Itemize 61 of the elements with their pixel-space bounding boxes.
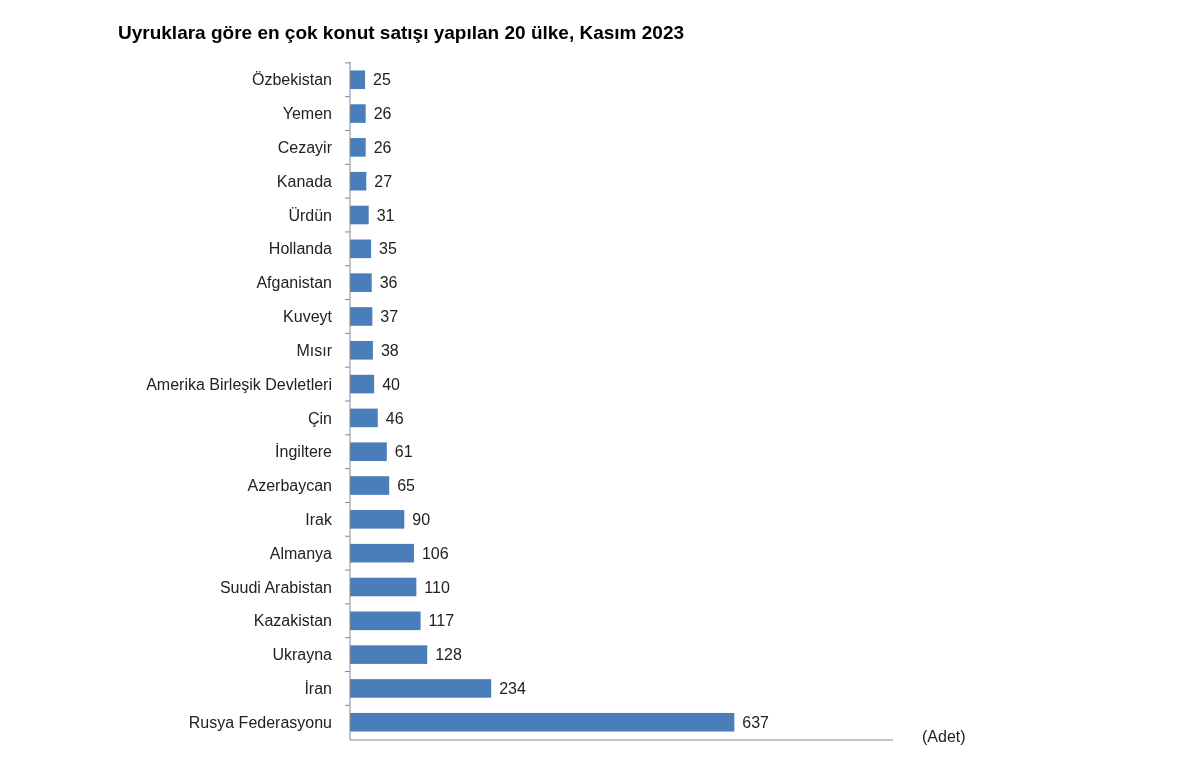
y-tick-label: Amerika Birleşik Devletleri xyxy=(146,375,332,393)
y-tick-label: İran xyxy=(304,679,332,698)
y-tick-label: Özbekistan xyxy=(251,71,332,89)
x-axis-title: (Adet) xyxy=(922,728,966,745)
data-label: 38 xyxy=(380,341,399,359)
y-tick-label: Kazakistan xyxy=(253,612,332,630)
data-label: 637 xyxy=(742,713,770,731)
data-label: 234 xyxy=(499,680,526,698)
data-label: 27 xyxy=(374,172,393,190)
bar xyxy=(350,340,373,360)
y-tick-label: Azerbaycan xyxy=(247,477,332,495)
y-tick-label: Yemen xyxy=(282,105,332,123)
data-label: 37 xyxy=(380,308,399,326)
data-label: 36 xyxy=(379,274,398,292)
y-tick-label: Kanada xyxy=(276,172,333,190)
data-label: 61 xyxy=(394,443,413,461)
bar xyxy=(350,205,369,225)
y-tick-label: Cezayir xyxy=(277,138,333,156)
bar xyxy=(350,611,421,631)
bar xyxy=(350,104,366,123)
data-label: 40 xyxy=(382,375,401,393)
y-tick-label: Suudi Arabistan xyxy=(219,578,332,596)
data-label: 26 xyxy=(373,138,392,156)
bar xyxy=(350,679,492,698)
bar xyxy=(350,70,366,90)
data-label: 46 xyxy=(385,409,404,427)
data-label: 110 xyxy=(424,578,450,596)
bar xyxy=(350,138,366,157)
bar xyxy=(350,408,378,428)
bar xyxy=(350,307,373,326)
data-label: 117 xyxy=(428,612,455,630)
bar xyxy=(350,476,390,495)
y-tick-label: Çin xyxy=(307,409,332,427)
data-label: 25 xyxy=(373,71,391,89)
y-tick-label: Kuveyt xyxy=(283,308,333,326)
bar xyxy=(350,645,428,664)
data-label: 90 xyxy=(412,510,431,528)
y-tick-label: Mısır xyxy=(296,341,333,359)
y-tick-label: Rusya Federasyonu xyxy=(188,713,332,731)
y-tick-label: Afganistan xyxy=(256,274,332,292)
bar xyxy=(350,442,387,462)
bar xyxy=(350,712,735,732)
data-label: 31 xyxy=(376,206,395,224)
y-tick-label: Ukrayna xyxy=(272,646,333,664)
data-label: 35 xyxy=(379,240,398,258)
bar xyxy=(350,543,414,563)
data-label: 26 xyxy=(373,105,392,123)
y-tick-label: İngiltere xyxy=(275,442,333,461)
y-tick-label: Hollanda xyxy=(268,240,333,258)
data-label: 65 xyxy=(397,477,416,495)
y-tick-label: Almanya xyxy=(269,544,333,562)
data-label: 128 xyxy=(435,646,463,664)
bar xyxy=(350,510,405,529)
y-tick-label: Ürdün xyxy=(288,206,332,224)
chart-title: Uyruklara göre en çok konut satışı yapılan 20 ülke, Kasım 2023 xyxy=(118,22,685,43)
bar xyxy=(350,239,372,259)
bar xyxy=(350,374,375,394)
bar xyxy=(350,273,372,292)
data-label: 106 xyxy=(421,544,449,562)
y-tick-label: Irak xyxy=(305,510,333,528)
bar xyxy=(350,577,417,597)
